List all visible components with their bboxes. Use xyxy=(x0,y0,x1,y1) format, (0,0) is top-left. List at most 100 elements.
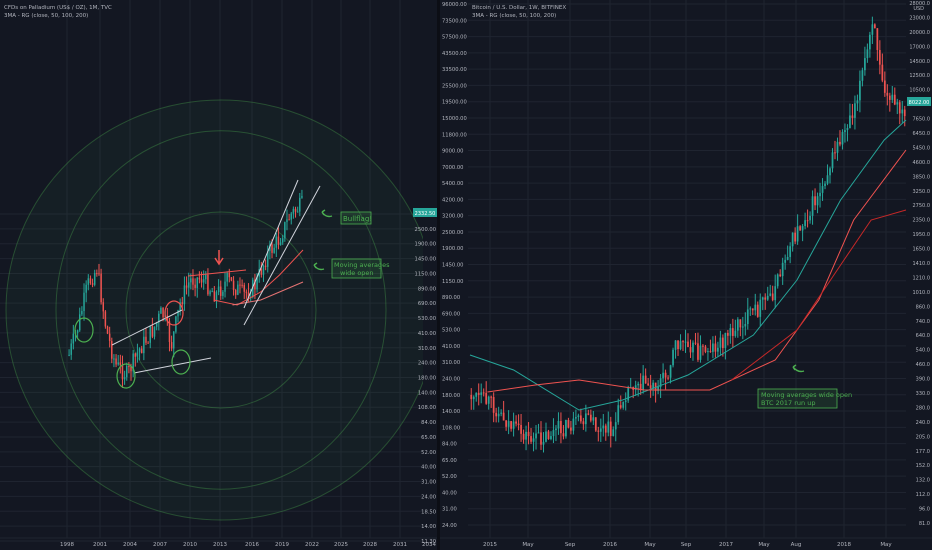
y-tick-label: 410.00 xyxy=(442,344,460,350)
panel-divider[interactable] xyxy=(437,0,440,550)
y-tick-label: 14.00 xyxy=(421,524,436,530)
y-tick-label: 19500.00 xyxy=(442,100,467,106)
y-tick-label: 11800.00 xyxy=(442,132,467,138)
y-tick-label-secondary: 2750.0 xyxy=(913,203,931,209)
candle-body xyxy=(245,291,248,293)
bitcoin-chart[interactable]: 96000.00 73500.00 57500.00 43500.00 33500.00… xyxy=(440,0,932,550)
candle-body xyxy=(294,208,297,212)
annotation-box xyxy=(340,211,372,225)
candle-body xyxy=(883,80,886,93)
candle-body xyxy=(592,417,595,421)
candle-body xyxy=(299,197,301,212)
candle-body xyxy=(599,428,602,432)
candle-body xyxy=(751,308,754,311)
candle-body xyxy=(515,421,517,424)
candle-body xyxy=(175,316,177,332)
y-tick-label-secondary: 4600.0 xyxy=(913,160,931,166)
candle-body xyxy=(243,285,245,292)
y-tick-label: 1450.00 xyxy=(442,263,463,269)
candle-body xyxy=(192,278,194,285)
candle-body xyxy=(209,291,211,295)
down-arrow-icon xyxy=(214,250,224,266)
candle-body xyxy=(869,34,871,50)
candle-body xyxy=(878,50,881,65)
candle-body xyxy=(271,244,273,253)
candle-body xyxy=(794,232,797,242)
candle-body xyxy=(811,196,814,216)
candle-body xyxy=(654,382,657,391)
price-label-bg xyxy=(413,208,437,217)
candle-body xyxy=(644,375,647,384)
y-tick-label: 140.00 xyxy=(442,409,460,415)
annotation-ma-1: Moving averages xyxy=(334,261,390,269)
candle-body xyxy=(168,321,171,343)
candle-body xyxy=(492,397,495,413)
candle-body xyxy=(72,333,75,344)
candle-body xyxy=(888,95,891,100)
candle-body xyxy=(537,432,540,434)
candle-body xyxy=(134,353,137,357)
candle-body xyxy=(128,365,130,367)
candle-body xyxy=(181,302,184,305)
candle-body xyxy=(177,310,179,317)
candle-body xyxy=(254,279,256,290)
y-tick-label: 108.00 xyxy=(418,405,436,411)
candle-body xyxy=(614,422,617,430)
candle-body xyxy=(774,286,777,301)
flag-line-lower xyxy=(243,179,299,309)
y-tick-label: 410.00 xyxy=(418,331,436,337)
candle-body xyxy=(115,358,117,365)
annotation-box xyxy=(757,388,838,409)
candle-body xyxy=(677,340,679,350)
candle-body xyxy=(490,396,493,398)
candle-body xyxy=(876,28,879,51)
candle-body xyxy=(550,436,552,440)
candle-body xyxy=(121,364,124,380)
candle-body xyxy=(239,284,241,286)
candle-body xyxy=(296,211,299,213)
x-tick-label: May xyxy=(644,542,656,548)
candle-body xyxy=(669,365,672,378)
y-tick-label: 4200.00 xyxy=(442,197,463,203)
y-tick-label-secondary: 81.0 xyxy=(919,521,930,527)
candle-body xyxy=(637,383,640,386)
candle-body xyxy=(262,265,265,275)
x-tick-label: May xyxy=(880,542,892,548)
trendline xyxy=(187,269,247,277)
candle-body xyxy=(552,430,555,437)
candle-body xyxy=(741,326,744,328)
y-tick-label: 15000.00 xyxy=(442,116,467,122)
axis-unit-label: USD xyxy=(913,6,924,12)
candle-body xyxy=(814,196,816,206)
candle-body xyxy=(472,396,475,400)
candle-body xyxy=(771,293,774,301)
candle-body xyxy=(123,377,126,380)
candle-body xyxy=(756,304,759,317)
candle-body xyxy=(560,421,562,434)
candle-body xyxy=(898,102,901,114)
y-tick-label: 180.00 xyxy=(418,376,436,382)
candle-body xyxy=(226,272,228,282)
candle-body xyxy=(819,192,821,197)
y-tick-label: 108.00 xyxy=(442,425,460,431)
candle-body xyxy=(237,284,239,295)
y-tick-label-secondary: 3250.0 xyxy=(913,189,931,195)
candle-body xyxy=(155,322,158,327)
y-tick-label-secondary: 1410.0 xyxy=(913,261,931,267)
x-tick-label: May xyxy=(758,542,770,548)
ma-50-line xyxy=(469,119,907,411)
candle-body xyxy=(903,109,906,117)
y-tick-label: 310.00 xyxy=(418,346,436,352)
y-tick-label: 690.00 xyxy=(418,301,436,307)
candle-body xyxy=(657,386,659,391)
y-tick-label-secondary: 10500.0 xyxy=(909,88,930,94)
candle-body xyxy=(849,115,851,129)
candle-body xyxy=(96,273,98,275)
y-tick-label: 73500.00 xyxy=(442,18,467,24)
candle-body xyxy=(844,130,846,133)
candle-body xyxy=(682,341,684,343)
candle-body xyxy=(717,347,719,352)
candle-body xyxy=(759,299,762,317)
annotation-line-1: Moving averages wide open xyxy=(761,391,852,399)
